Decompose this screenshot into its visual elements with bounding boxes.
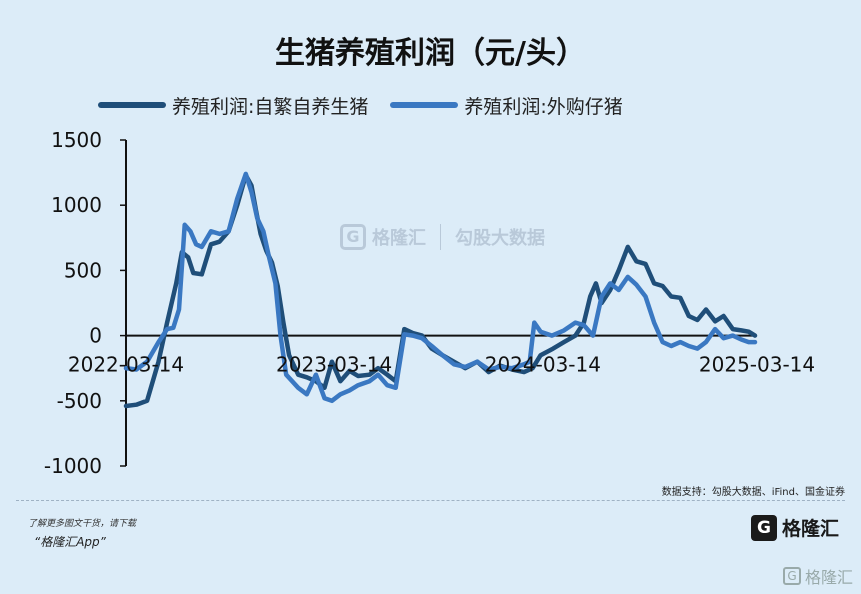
brand-logo-icon: G	[750, 514, 777, 541]
footer-divider	[16, 500, 845, 501]
y-tick-label: 1500	[51, 128, 102, 152]
series-line-self-breeding	[123, 172, 758, 409]
legend-swatch-self-breeding	[98, 102, 166, 108]
tick-labels: 1500 1000 500 0 -500 -1000 2022-03-14 2023-03-1…	[44, 128, 815, 478]
watermark-brand: 格隆汇	[372, 228, 426, 249]
series-line-purchased-piglets	[123, 171, 758, 404]
watermark-logo-icon: G	[340, 224, 366, 250]
y-tick-label: 0	[89, 324, 102, 348]
chart-title: 生猪养殖利润（元/头）	[275, 36, 586, 71]
x-tick-label: 2025-03-14	[699, 353, 815, 377]
series-layer	[123, 171, 758, 409]
corner-watermark: G 格隆汇	[782, 564, 853, 588]
y-tick-label: 500	[64, 258, 102, 282]
source-note: 数据支持：勾股大数据、iFind、国金证券	[661, 487, 845, 498]
legend: 养殖利润:自繁自养生猪 养殖利润:外购仔猪	[98, 92, 645, 118]
y-tick-label: -500	[57, 389, 102, 413]
x-tick-label: 2023-03-14	[276, 353, 392, 377]
x-tick-label: 2024-03-14	[485, 353, 601, 377]
brand-logo: G 格隆汇	[750, 514, 839, 541]
x-tick-label: 2022-03-14	[68, 353, 184, 377]
footer-app-name: “格隆汇App”	[34, 535, 106, 549]
axes	[120, 139, 755, 467]
watermark-divider	[440, 224, 441, 250]
line-chart: 1500 1000 500 0 -500 -1000 2022-03-14 2023-03-1…	[44, 128, 815, 478]
legend-label-self-breeding: 养殖利润:自繁自养生猪	[172, 95, 369, 118]
watermark-partner: 勾股大数据	[455, 228, 545, 249]
legend-item-purchased-piglets: 养殖利润:外购仔猪	[390, 92, 623, 119]
corner-watermark-text: 格隆汇	[804, 568, 853, 587]
legend-swatch-purchased-piglets	[390, 102, 459, 108]
watermark: G 格隆汇 勾股大数据	[340, 224, 545, 250]
legend-label-purchased-piglets: 养殖利润:外购仔猪	[464, 95, 623, 118]
y-tick-label: 1000	[51, 193, 102, 217]
brand-logo-text: 格隆汇	[781, 518, 839, 540]
footer-download-note: 了解更多图文干货，请下载	[28, 519, 137, 529]
y-tick-label: -1000	[44, 454, 102, 478]
legend-item-self-breeding: 养殖利润:自繁自养生猪	[98, 92, 368, 119]
corner-logo-icon: G	[782, 567, 801, 585]
